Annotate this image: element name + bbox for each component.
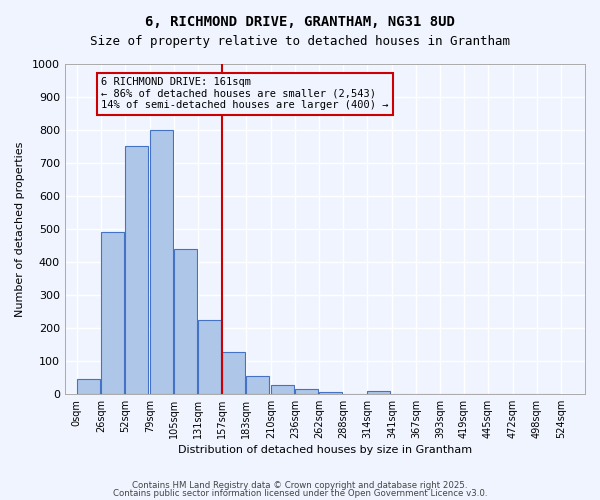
Bar (174, 248, 197, 394)
Bar (150, 130, 173, 394)
Bar (295, 389, 319, 394)
Text: 6 RICHMOND DRIVE: 161sqm
← 86% of detached houses are smaller (2,543)
14% of sem: 6 RICHMOND DRIVE: 161sqm ← 86% of detach… (101, 77, 388, 110)
Bar (271, 384, 295, 394)
X-axis label: Distribution of detached houses by size in Grantham: Distribution of detached houses by size … (178, 445, 472, 455)
Text: Contains public sector information licensed under the Open Government Licence v3: Contains public sector information licen… (113, 488, 487, 498)
Bar (77, 379, 100, 394)
Text: Size of property relative to detached houses in Grantham: Size of property relative to detached ho… (90, 35, 510, 48)
Y-axis label: Number of detached properties: Number of detached properties (15, 141, 25, 316)
Bar (246, 376, 269, 394)
Bar (101, 232, 124, 394)
Text: Contains HM Land Registry data © Crown copyright and database right 2025.: Contains HM Land Registry data © Crown c… (132, 481, 468, 490)
Text: 6, RICHMOND DRIVE, GRANTHAM, NG31 8UD: 6, RICHMOND DRIVE, GRANTHAM, NG31 8UD (145, 15, 455, 29)
Bar (198, 320, 221, 394)
Bar (367, 391, 391, 394)
Bar (125, 146, 148, 394)
Bar (222, 352, 245, 394)
Bar (319, 392, 343, 394)
